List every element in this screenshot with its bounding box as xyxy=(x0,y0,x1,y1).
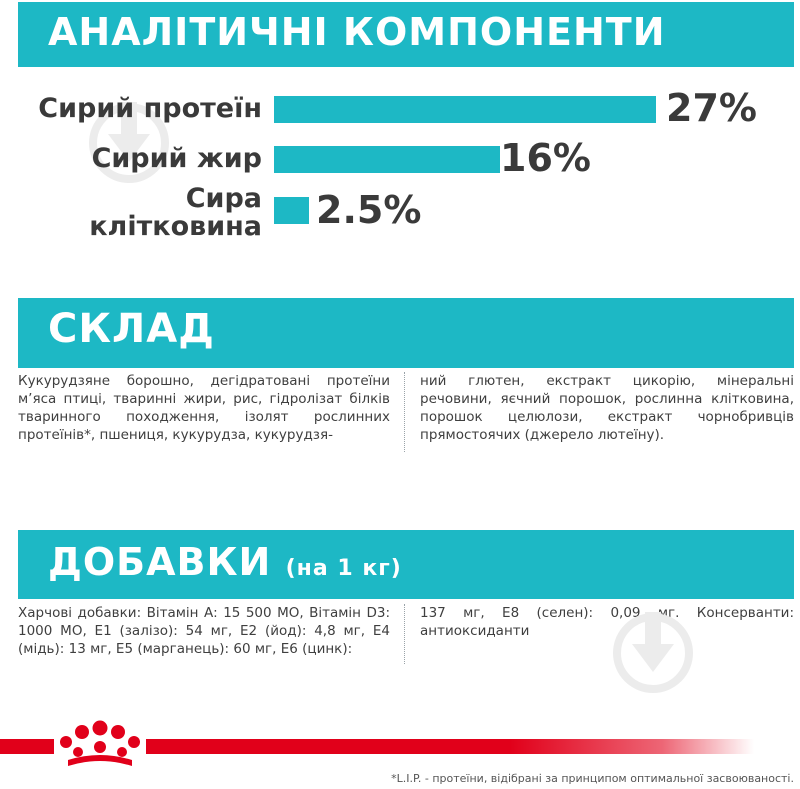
footnote: *L.I.P. - протеїни, відібрані за принцип… xyxy=(391,772,794,785)
additives-title-main: ДОБАВКИ xyxy=(48,540,272,584)
analytical-components-header: АНАЛІТИЧНІ КОМПОНЕНТИ xyxy=(18,2,794,67)
brand-red-line-right xyxy=(144,739,754,754)
crude-protein-value: 27% xyxy=(666,86,757,130)
additives-text-column-1: Харчові добавки: Вітамін А: 15 500 МО, В… xyxy=(18,605,390,657)
crude-fiber-label-line1: Сира xyxy=(185,183,262,214)
crude-protein-label: Сирий протеїн xyxy=(38,93,262,124)
brand-red-line-left xyxy=(0,739,56,754)
crude-fiber-bar xyxy=(274,197,309,224)
crude-fiber-label: Сира клітковина xyxy=(89,185,262,241)
crude-fiber-label-line2: клітковина xyxy=(89,211,262,242)
crude-fiber-value: 2.5% xyxy=(316,188,422,232)
crude-fat-bar xyxy=(274,146,500,173)
composition-text-column-1: Кукурудзяне борошно, дегідратовані проте… xyxy=(18,373,390,443)
watermark-download-icon xyxy=(89,102,169,183)
composition-text-column-2: ний глютен, екстракт цикорію, мінеральні… xyxy=(420,373,794,443)
royal-canin-crown-icon xyxy=(54,720,146,770)
composition-column-divider xyxy=(404,372,405,452)
composition-header: СКЛАД xyxy=(18,298,794,368)
additives-column-divider xyxy=(404,604,405,664)
watermark-download-icon xyxy=(613,612,693,693)
analytical-components-title: АНАЛІТИЧНІ КОМПОНЕНТИ xyxy=(48,10,666,54)
additives-title-unit: (на 1 кг) xyxy=(285,556,402,581)
additives-header: ДОБАВКИ (на 1 кг) xyxy=(18,530,794,599)
composition-title: СКЛАД xyxy=(48,306,215,352)
crude-protein-bar xyxy=(274,96,656,123)
crude-fat-label: Сирий жир xyxy=(91,143,262,174)
additives-text-column-2: 137 мг, Е8 (селен): 0,09 мг. Консерванти… xyxy=(420,605,794,639)
crude-fat-value: 16% xyxy=(500,136,591,180)
additives-title: ДОБАВКИ (на 1 кг) xyxy=(48,540,402,584)
